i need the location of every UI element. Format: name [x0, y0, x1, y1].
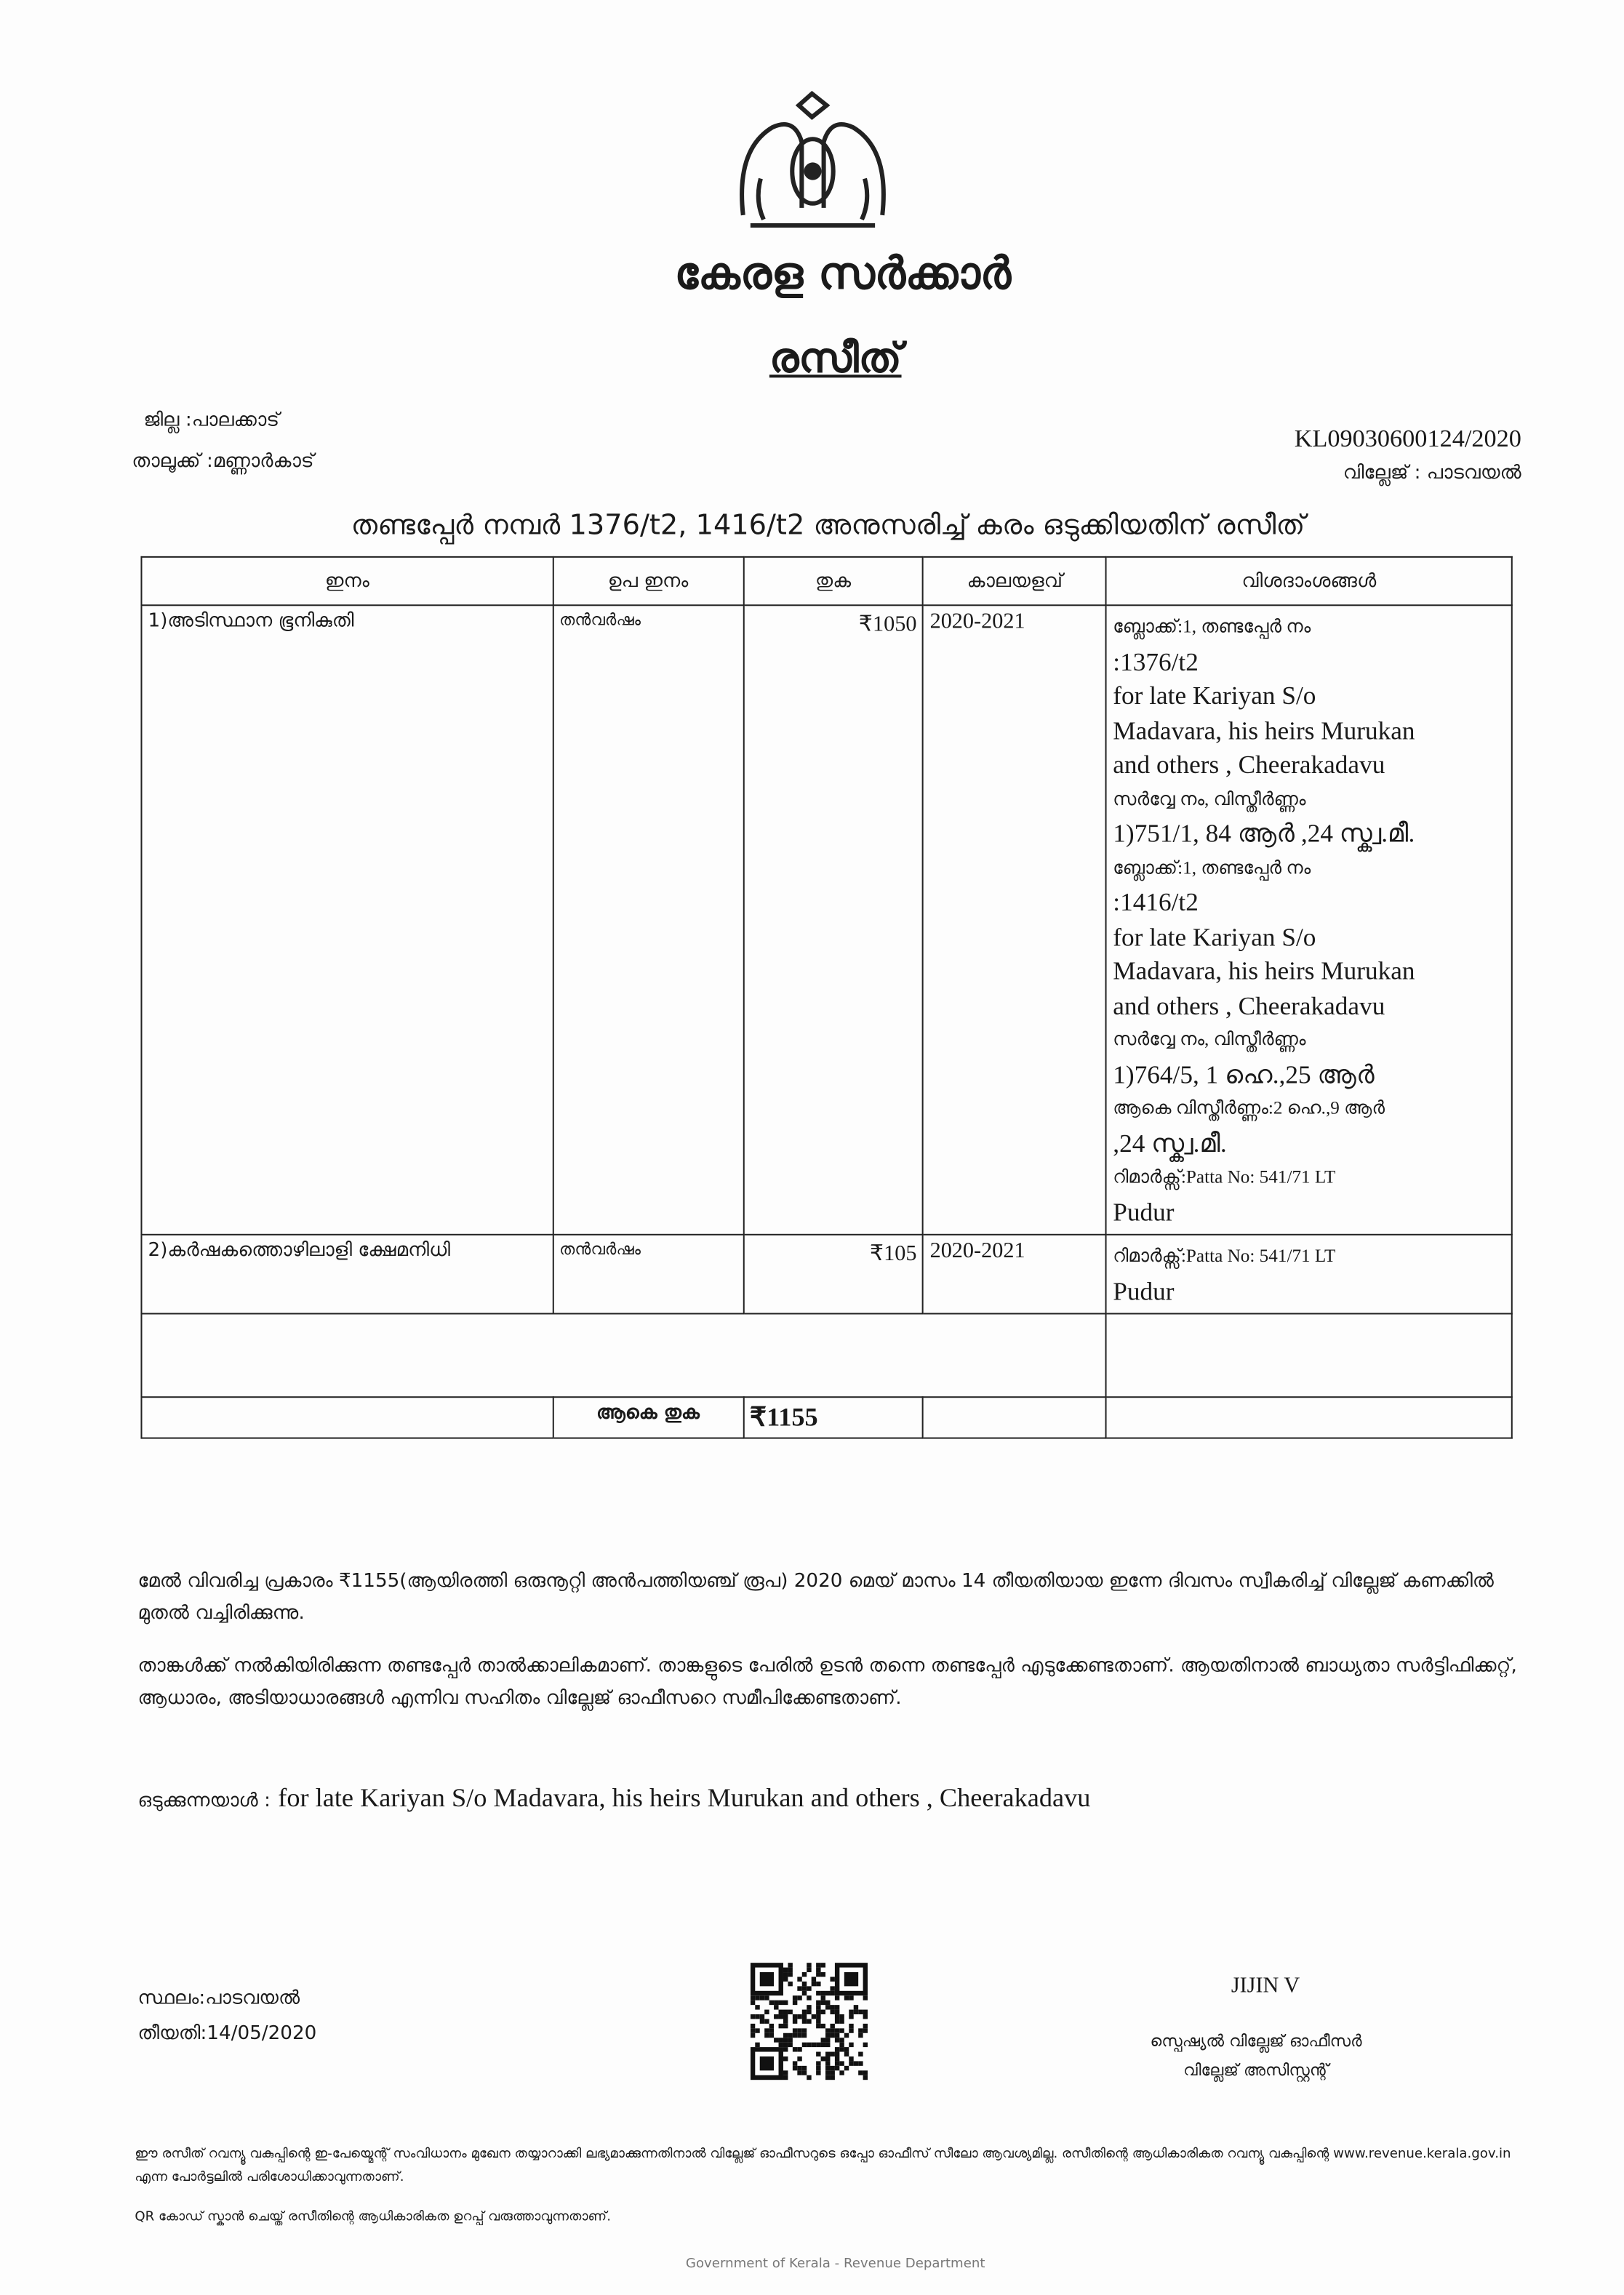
column-header: കാലയളവ്	[922, 556, 1108, 606]
period-cell: 2020-2021	[922, 1233, 1108, 1315]
detail-line: ,24 സ്ക്വ.മീ.	[1113, 1127, 1227, 1158]
detail-line: ബ്ലോക്ക്:1, തണ്ടപ്പേർ നം	[1113, 616, 1311, 637]
detail-line: ബ്ലോക്ക്:1, തണ്ടപ്പേർ നം	[1113, 857, 1311, 878]
government-title: കേരള സർക്കാർ	[674, 249, 1012, 300]
qr-code[interactable]	[750, 1961, 868, 2081]
sub-item-cell: തൻവർഷം	[552, 604, 744, 1235]
detail-line: റിമാർക്സ്:Patta No: 541/71 LT	[1113, 1166, 1336, 1187]
detail-line: for late Kariyan S/o	[1113, 680, 1316, 710]
officer-name: JIJIN V	[1231, 1974, 1300, 1998]
detail-line: Pudur	[1113, 1196, 1175, 1226]
details-cell: റിമാർക്സ്:Patta No: 541/71 LT Pudur	[1105, 1233, 1513, 1315]
payer-label: ഒടുക്കുന്നയാൾ :	[137, 1790, 271, 1812]
detail-line: and others , Cheerakadavu	[1113, 990, 1385, 1020]
table-row: 1)അടിസ്ഥാന ഭൂനികുതി തൻവർഷം ₹1050 2020-20…	[140, 604, 1513, 1235]
receipt-heading: തണ്ടപ്പേർ നമ്പർ 1376/t2, 1416/t2 അനുസരിച…	[351, 509, 1305, 542]
kerala-emblem-icon	[740, 90, 886, 228]
detail-line: :1416/t2	[1113, 886, 1199, 917]
footer-note: ഈ രസീത് റവന്യൂ വകുപ്പിന്റെ ഇ-പേയ്മെന്റ് …	[135, 2147, 1511, 2186]
detail-line: Pudur	[1113, 1275, 1175, 1305]
tax-table: ഇനം ഉപ ഇനം തുക കാലയളവ് വിശദാംശങ്ങൾ 1)അടി…	[140, 556, 1513, 1439]
item-cell: 1)അടിസ്ഥാന ഭൂനികുതി	[140, 604, 554, 1235]
amount-cell: ₹105	[742, 1233, 924, 1315]
detail-line: റിമാർക്സ്:Patta No: 541/71 LT	[1113, 1245, 1336, 1267]
detail-line: Madavara, his heirs Murukan	[1113, 956, 1415, 985]
district: ജില്ല :പാലക്കാട്	[143, 409, 280, 432]
detail-line: സർവ്വേ നം, വിസ്തീർണ്ണം	[1113, 788, 1306, 809]
acknowledgement-text: മേൽ വിവരിച്ച പ്രകാരം ₹1155(ആയിരത്തി ഒരുന…	[137, 1570, 1495, 1625]
column-header: ഇനം	[140, 556, 554, 606]
payer-name: for late Kariyan S/o Madavara, his heirs…	[278, 1782, 1091, 1812]
detail-line: 1)751/1, 84 ആർ ,24 സ്ക്വ.മീ.	[1113, 818, 1415, 848]
payer-line: ഒടുക്കുന്നയാൾ : for late Kariyan S/o Mad…	[137, 1783, 1090, 1814]
item-cell: 2)കർഷകത്തൊഴിലാളി ക്ഷേമനിധി	[140, 1233, 554, 1315]
detail-line: and others , Cheerakadavu	[1113, 749, 1385, 779]
column-header: ഉപ ഇനം	[552, 556, 744, 606]
date: തീയതി:14/05/2020	[137, 2022, 317, 2045]
designation: സ്പെഷ്യൽ വില്ലേജ് ഓഫീസർ	[1150, 2031, 1362, 2051]
detail-line: Madavara, his heirs Murukan	[1113, 715, 1415, 745]
empty-row	[140, 1313, 1513, 1398]
detail-line: 1)764/5, 1 ഹെ.,25 ആർ	[1113, 1059, 1375, 1089]
acknowledgement: മേൽ വിവരിച്ച പ്രകാരം ₹1155(ആയിരത്തി ഒരുന…	[137, 1566, 1522, 1631]
total-label: ആകെ തുക	[552, 1396, 744, 1439]
column-header: തുക	[742, 556, 924, 606]
taluk: താലൂക്ക് :മണ്ണാർകാട്	[132, 450, 314, 473]
document-title: രസീത്	[769, 333, 902, 382]
place: സ്ഥലം:പാടവയൽ	[137, 1987, 300, 2010]
receipt-number: KL09030600124/2020	[1294, 424, 1521, 452]
footer-org: Government of Kerala - Revenue Departmen…	[685, 2256, 985, 2272]
column-header: വിശദാംശങ്ങൾ	[1105, 556, 1513, 606]
detail-line: :1376/t2	[1113, 646, 1199, 676]
amount-cell: ₹1050	[742, 604, 924, 1235]
sub-item-cell: തൻവർഷം	[552, 1233, 744, 1315]
table-row: 2)കർഷകത്തൊഴിലാളി ക്ഷേമനിധി തൻവർഷം ₹105 2…	[140, 1233, 1513, 1315]
total-amount: ₹1155	[742, 1396, 924, 1439]
designation-secondary: വില്ലേജ് അസിസ്റ്റന്റ്	[1183, 2061, 1329, 2080]
table-header-row: ഇനം ഉപ ഇനം തുക കാലയളവ് വിശദാംശങ്ങൾ	[140, 556, 1513, 606]
notice-text: താങ്കൾക്ക് നൽകിയിരിക്കുന്ന തണ്ടപ്പേർ താൽ…	[137, 1655, 1517, 1710]
detail-line: for late Kariyan S/o	[1113, 921, 1316, 951]
total-row: ആകെ തുക ₹1155	[140, 1396, 1513, 1439]
detail-line: ആകെ വിസ്തീർണ്ണം:2 ഹെ.,9 ആർ	[1113, 1097, 1385, 1118]
notice: താങ്കൾക്ക് നൽകിയിരിക്കുന്ന തണ്ടപ്പേർ താൽ…	[137, 1651, 1522, 1715]
qr-note: QR കോഡ് സ്കാൻ ചെയ്ത് രസീതിന്റെ ആധികാരികത…	[135, 2210, 612, 2225]
period-cell: 2020-2021	[922, 604, 1108, 1235]
details-cell: ബ്ലോക്ക്:1, തണ്ടപ്പേർ നം :1376/t2 for late…	[1105, 604, 1513, 1235]
village: വില്ലേജ് : പാടവയൽ	[1343, 462, 1521, 485]
detail-line: സർവ്വേ നം, വിസ്തീർണ്ണം	[1113, 1028, 1306, 1050]
